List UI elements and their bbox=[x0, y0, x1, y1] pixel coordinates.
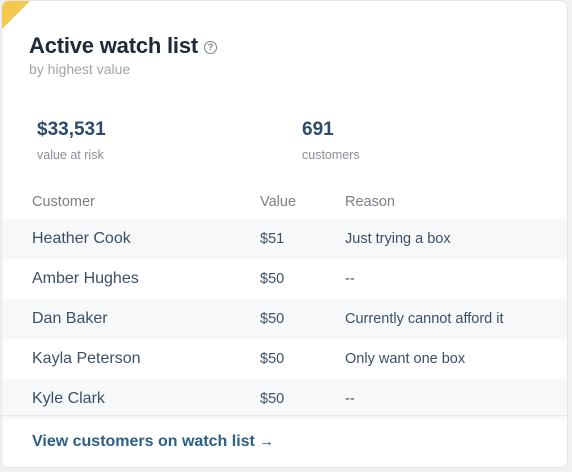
view-watch-list-link[interactable]: View customers on watch list → bbox=[32, 433, 274, 451]
stat-label: customers bbox=[302, 148, 360, 162]
customer-name[interactable]: Dan Baker bbox=[32, 310, 108, 327]
customer-value: $50 bbox=[260, 391, 285, 407]
card-subtitle: by highest value bbox=[29, 61, 131, 77]
table-row[interactable]: Kyle Clark $50 -- bbox=[2, 379, 567, 419]
customer-reason: Currently cannot afford it bbox=[345, 311, 504, 327]
customer-reason: Only want one box bbox=[345, 351, 466, 367]
customer-value: $50 bbox=[260, 271, 285, 287]
arrow-right-icon: → bbox=[258, 433, 274, 450]
stat-customers: 691 customers bbox=[302, 119, 360, 162]
customer-value: $50 bbox=[260, 351, 285, 367]
question-circle-icon[interactable]: ? bbox=[204, 40, 217, 54]
corner-flag bbox=[2, 1, 30, 29]
stat-value: 691 bbox=[302, 119, 334, 140]
customer-reason: Just trying a box bbox=[345, 231, 451, 247]
card-footer: View customers on watch list → bbox=[2, 415, 567, 467]
header-customer: Customer bbox=[32, 194, 95, 210]
stat-label: value at risk bbox=[37, 148, 104, 162]
customer-reason: -- bbox=[345, 271, 355, 287]
customer-name[interactable]: Heather Cook bbox=[32, 230, 131, 247]
table-row[interactable]: Heather Cook $51 Just trying a box bbox=[2, 219, 567, 259]
watch-list-table: Customer Value Reason Heather Cook $51 J… bbox=[2, 185, 567, 419]
customer-value: $50 bbox=[260, 311, 285, 327]
customer-name[interactable]: Kyle Clark bbox=[32, 390, 105, 407]
stat-value: $33,531 bbox=[37, 119, 106, 140]
header-value: Value bbox=[260, 194, 297, 210]
view-watch-list-label: View customers on watch list bbox=[32, 432, 255, 450]
title-row: Active watch list ? bbox=[29, 33, 217, 59]
customer-name[interactable]: Kayla Peterson bbox=[32, 350, 141, 367]
table-row[interactable]: Dan Baker $50 Currently cannot afford it bbox=[2, 299, 567, 339]
stat-value-at-risk: $33,531 value at risk bbox=[37, 119, 106, 162]
table-row[interactable]: Kayla Peterson $50 Only want one box bbox=[2, 339, 567, 379]
table-header: Customer Value Reason bbox=[2, 185, 567, 219]
customer-reason: -- bbox=[345, 391, 355, 407]
customer-value: $51 bbox=[260, 231, 285, 247]
table-row[interactable]: Amber Hughes $50 -- bbox=[2, 259, 567, 299]
customer-name[interactable]: Amber Hughes bbox=[32, 270, 139, 287]
header-reason: Reason bbox=[345, 194, 395, 210]
card-title: Active watch list bbox=[29, 33, 198, 58]
